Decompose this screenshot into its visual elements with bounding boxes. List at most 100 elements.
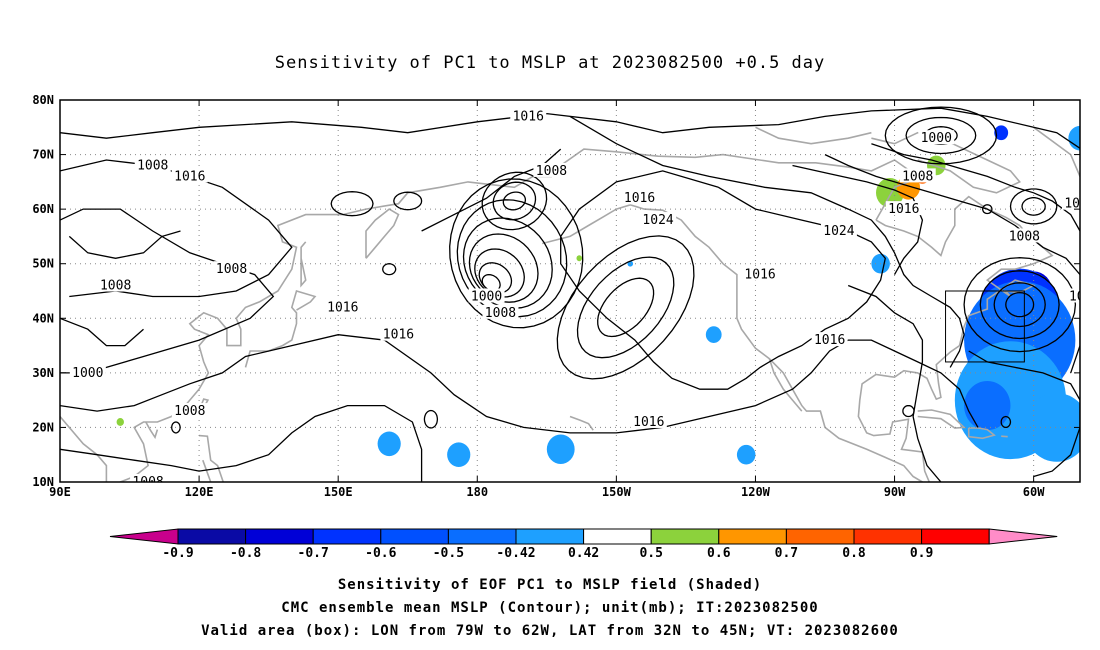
colorbar-label-0: -0.9 xyxy=(162,546,193,561)
contour-label-bg-23 xyxy=(630,413,667,428)
colorbar-label-8: 0.6 xyxy=(707,546,731,561)
contour-dateline-low-5 xyxy=(456,199,568,318)
contour-label-bg-10 xyxy=(1062,195,1080,210)
contour-label-bg-14 xyxy=(742,266,779,281)
contour-line-2 xyxy=(60,208,275,374)
contour-line-11 xyxy=(968,350,1080,478)
contour-label-bg-1 xyxy=(918,130,955,145)
lon-tick-label-0: 90E xyxy=(49,485,71,499)
contour-small-7 xyxy=(981,204,993,215)
colorbar-label-11: 0.9 xyxy=(910,546,933,561)
shading-patch-23 xyxy=(576,255,583,262)
lat-tick-label-3: 50N xyxy=(32,257,54,271)
colorbar-box-4 xyxy=(380,528,449,545)
contour-label-6: 1016 xyxy=(624,191,655,206)
contour-atlantic-low-2 xyxy=(979,270,1060,340)
contour-pacific-high-1 xyxy=(576,256,675,359)
coastline-10 xyxy=(871,131,1021,194)
shading-patch-22 xyxy=(116,418,124,426)
contour-label-bg-9 xyxy=(820,222,857,237)
contour-label-bg-16 xyxy=(468,288,505,303)
shading-patch-14 xyxy=(377,431,401,457)
contour-label-bg-24 xyxy=(130,474,167,482)
colorbar-label-10: 0.8 xyxy=(842,546,866,561)
contour-label-bg-22 xyxy=(171,403,208,418)
coastline-1 xyxy=(365,208,400,259)
map-frame xyxy=(59,99,1081,483)
colorbar-label-7: 0.5 xyxy=(639,546,662,561)
coastline-17 xyxy=(569,415,594,431)
lat-tick-label-2: 60N xyxy=(32,202,54,216)
shading-patch-18 xyxy=(876,178,904,208)
lon-tick-label-5: 120W xyxy=(741,485,771,499)
contour-line-14 xyxy=(421,148,562,232)
contour-label-bg-4 xyxy=(533,162,570,177)
contour-label-8: 1016 xyxy=(888,202,919,217)
coastline-11 xyxy=(755,126,872,145)
contour-label-17: 1008 xyxy=(485,306,516,321)
shading-patch-17 xyxy=(736,444,756,465)
mslp-contours xyxy=(60,106,1080,482)
contour-small-5 xyxy=(902,404,915,418)
contour-line-4 xyxy=(60,404,423,482)
coastline-9 xyxy=(1033,126,1080,178)
chart-title: Sensitivity of PC1 to MSLP at 2023082500… xyxy=(275,53,826,73)
coastline-0 xyxy=(60,148,919,482)
shading-patch-10 xyxy=(994,125,1009,141)
contour-label-bg-6 xyxy=(621,190,658,205)
lat-tick-label-4: 40N xyxy=(32,311,54,325)
contour-label-bg-20 xyxy=(811,332,848,347)
valid-area-box xyxy=(945,290,1025,363)
coastline-12 xyxy=(244,290,317,368)
contour-label-0: 1016 xyxy=(513,109,544,124)
colorbar-box-2 xyxy=(245,528,314,545)
latitude-ticks: 80N 70N 60N 50N 40N 30N 20N 10N xyxy=(32,93,1080,489)
coastline-8 xyxy=(1001,435,1008,438)
contour-bering-low-2 xyxy=(481,171,548,231)
contour-dateline-low-2 xyxy=(474,248,525,298)
contour-label-19: 1016 xyxy=(383,328,414,343)
map-background xyxy=(60,100,1080,482)
colorbar-label-2: -0.7 xyxy=(298,546,329,561)
colorbar-box-9 xyxy=(718,528,787,545)
coastline-18 xyxy=(300,241,307,288)
contour-dateline-low-3 xyxy=(468,233,539,303)
contour-atlantic-low-1 xyxy=(993,282,1046,328)
lat-tick-label-7: 10N xyxy=(32,475,54,489)
contour-label-18: 1016 xyxy=(327,300,358,315)
contour-arctic-low-1 xyxy=(905,116,977,155)
caption-line-1: Sensitivity of EOF PC1 to MSLP field (Sh… xyxy=(338,577,762,593)
contour-line-13 xyxy=(68,230,181,259)
contour-bering-low-1 xyxy=(492,181,537,221)
coastline-15 xyxy=(145,421,159,440)
contour-label-bg-0 xyxy=(510,108,547,123)
colorbar-box-5 xyxy=(447,528,517,545)
colorbar-box-8 xyxy=(650,528,720,545)
contour-small-1 xyxy=(330,191,374,217)
contour-labels: 1016 1000 1008 1016 1008 1008 1016 1024 1016 1024… xyxy=(69,108,1100,482)
lon-tick-label-7: 60W xyxy=(1023,485,1045,499)
contour-atlantic-low-0 xyxy=(1005,291,1035,318)
contour-line-12 xyxy=(60,317,144,347)
colorbar-box-11 xyxy=(853,528,923,545)
contour-label-5: 1008 xyxy=(902,169,933,184)
lon-tick-label-1: 120E xyxy=(185,485,214,499)
map-area: 1016 1000 1008 1016 1008 1008 1016 1024 1016 1024… xyxy=(32,93,1100,499)
lat-tick-label-1: 70N xyxy=(32,148,54,162)
contour-line-7 xyxy=(824,154,1080,374)
shading-patch-16 xyxy=(546,434,575,464)
colorbar-box-3 xyxy=(312,528,382,545)
contour-label-bg-3 xyxy=(171,168,208,183)
contour-label-1: 1000 xyxy=(921,131,952,146)
contour-label-4: 1008 xyxy=(536,164,567,179)
shading-patch-12 xyxy=(705,326,722,344)
contour-line-6 xyxy=(560,170,887,390)
lat-tick-label-6: 20N xyxy=(32,420,54,434)
coastline-3 xyxy=(768,358,803,412)
contour-label-20: 1016 xyxy=(814,333,845,348)
contour-line-5 xyxy=(569,115,965,368)
coastline-14 xyxy=(199,434,225,482)
contour-label-15: 1016 xyxy=(1069,289,1100,304)
contour-small-3 xyxy=(423,409,439,429)
contour-label-bg-7 xyxy=(640,212,677,227)
